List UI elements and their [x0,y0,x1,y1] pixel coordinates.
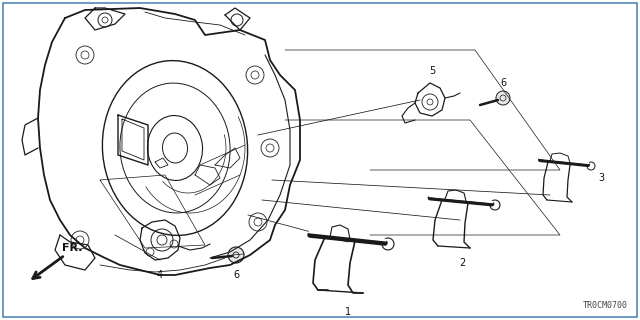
Circle shape [228,247,244,263]
Circle shape [496,91,510,105]
Circle shape [490,200,500,210]
Text: 5: 5 [429,66,435,76]
Text: 3: 3 [598,173,604,183]
Text: FR.: FR. [62,243,83,253]
Text: TR0CM0700: TR0CM0700 [583,301,628,310]
Text: 6: 6 [500,78,506,88]
Circle shape [587,162,595,170]
Text: 6: 6 [233,270,239,280]
Circle shape [382,238,394,250]
Text: 4: 4 [157,270,163,280]
Text: 2: 2 [459,258,465,268]
Text: 1: 1 [345,307,351,317]
